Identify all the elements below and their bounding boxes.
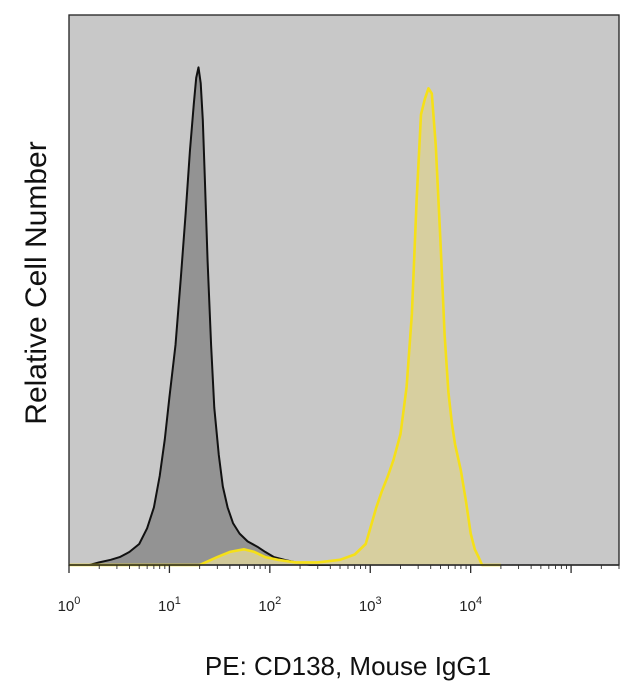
- histogram-1-fill: [69, 67, 331, 566]
- x-tick-label: 103: [359, 595, 382, 615]
- x-tick-label: 100: [58, 595, 81, 615]
- histogram-1-outline: [69, 66, 331, 566]
- histogram-2-fill: [69, 88, 501, 566]
- x-tick-label: 102: [258, 595, 281, 615]
- x-axis: 100 101 102 103 104: [58, 564, 620, 615]
- histogram-2-outline: [69, 87, 501, 567]
- x-tick-label: 104: [459, 595, 482, 615]
- x-axis-title: PE: CD138, Mouse IgG1: [205, 651, 491, 681]
- y-axis-title: Relative Cell Number: [20, 141, 53, 424]
- plot-area: [68, 14, 620, 566]
- x-tick-label: 101: [158, 595, 181, 615]
